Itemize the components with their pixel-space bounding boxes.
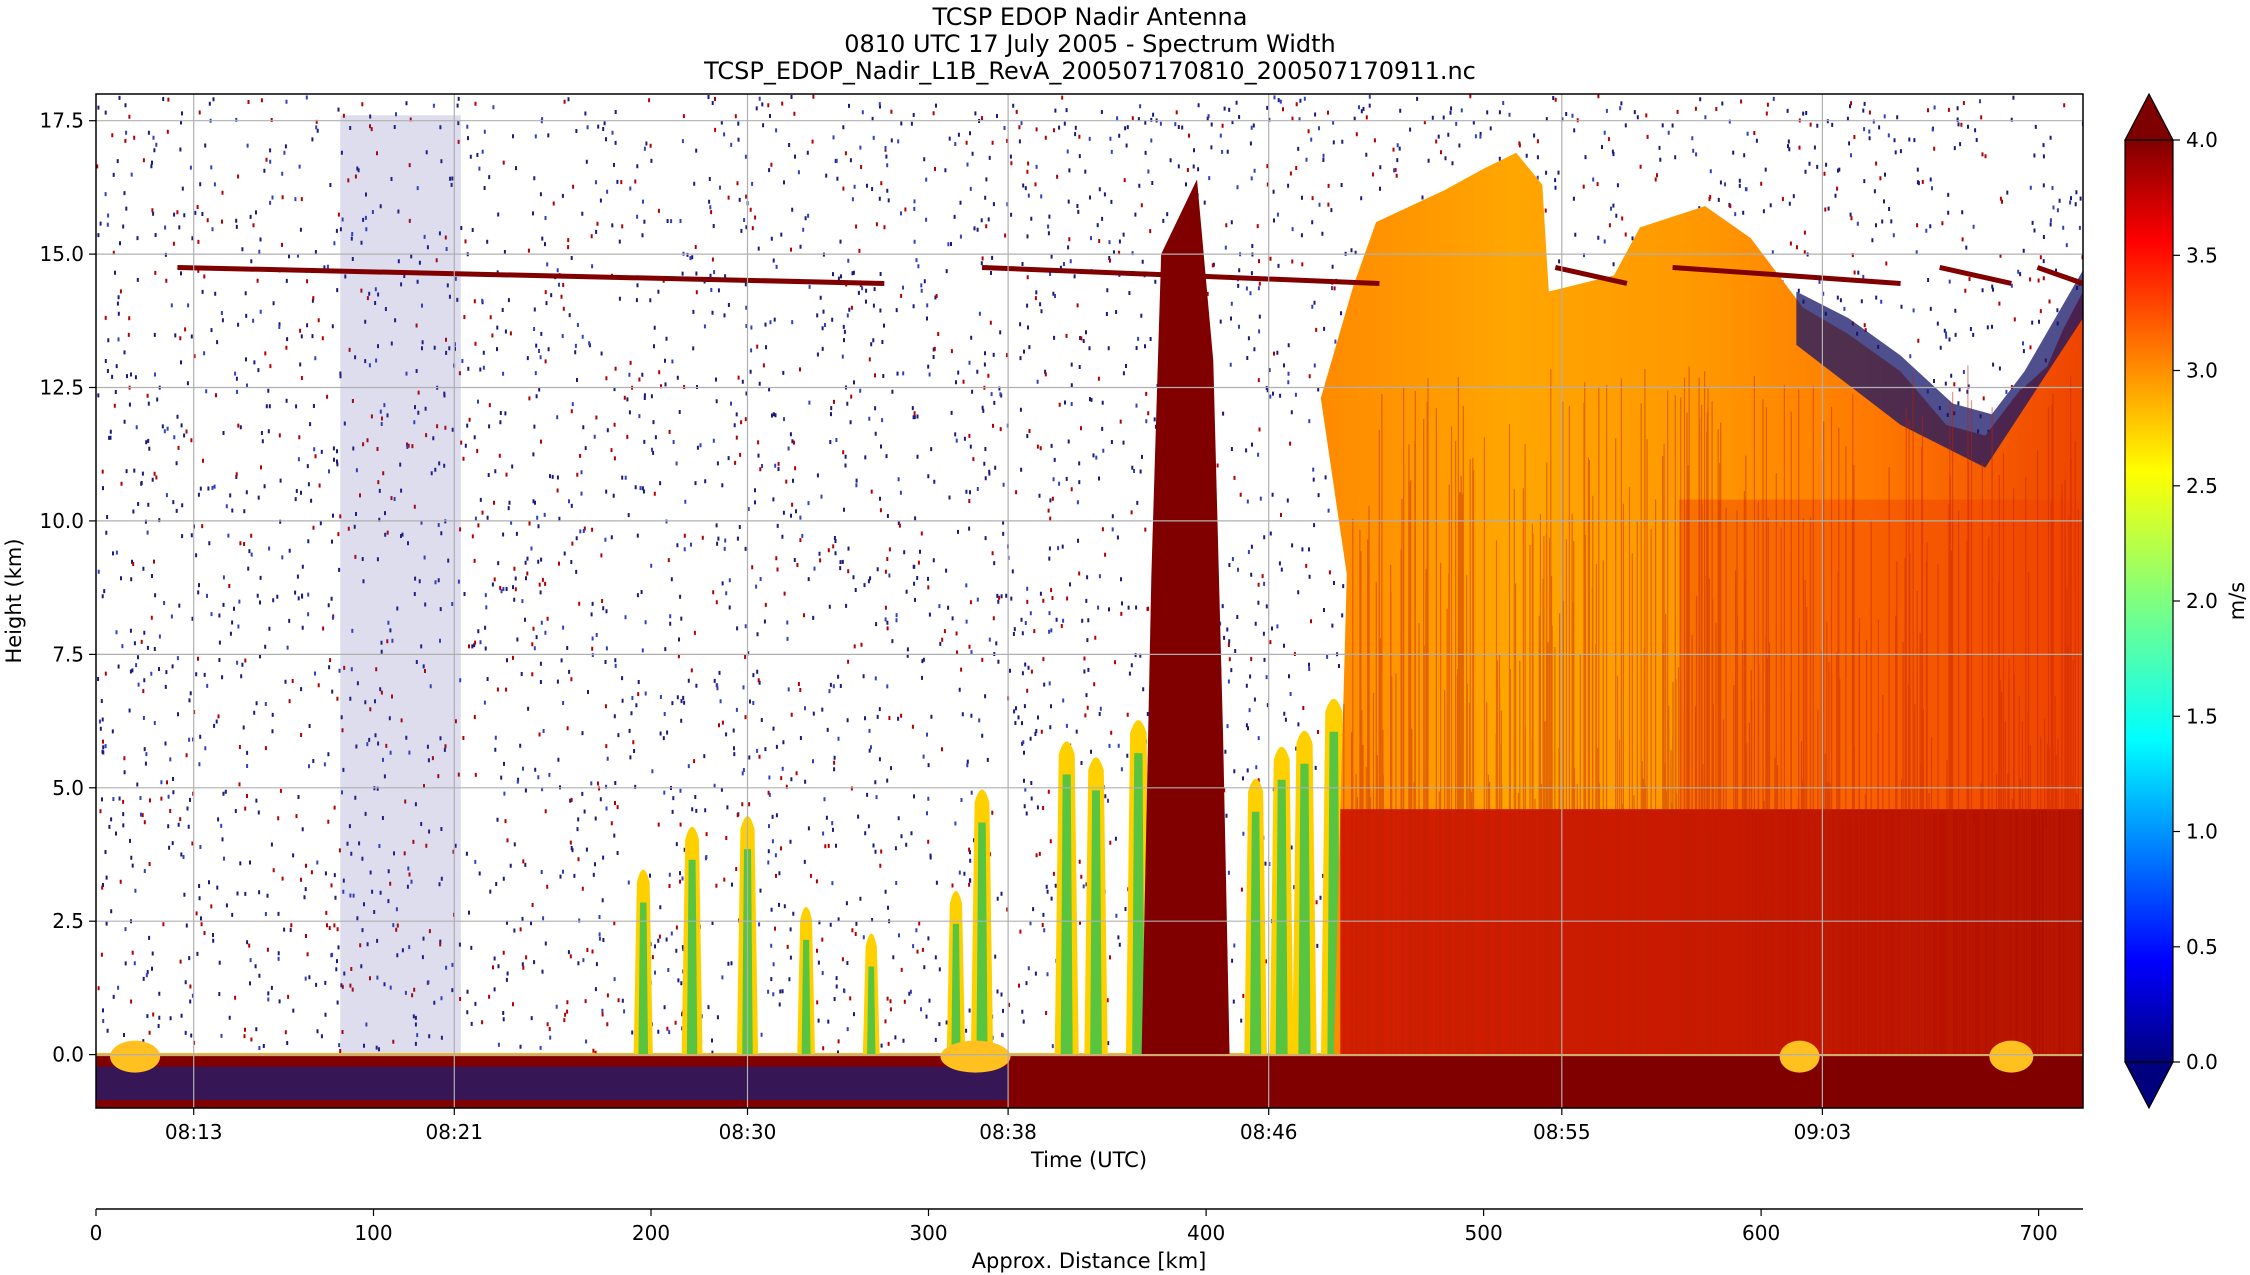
colorbar-extend-bottom — [2124, 1061, 2174, 1110]
convective-tower-core — [638, 902, 649, 1055]
distance-tick-label: 400 — [1187, 1221, 1225, 1245]
convective-tower-core — [1249, 811, 1262, 1055]
surface-bright-spot — [110, 1040, 161, 1073]
y-tick-label: 10.0 — [39, 509, 84, 533]
colorbar-extend-top — [2124, 92, 2174, 141]
colorbar-tick-label: 1.0 — [2186, 820, 2218, 844]
surface-bright-spot — [1989, 1040, 2034, 1073]
intense-core — [1141, 179, 1230, 1055]
chart-title-line-2: 0810 UTC 17 July 2005 - Spectrum Width — [844, 30, 1336, 58]
convective-tower-core — [1132, 753, 1145, 1055]
colorbar-gradient — [2125, 140, 2173, 1062]
plot-area — [96, 94, 2083, 1108]
y-tick-label: 2.5 — [52, 909, 84, 933]
y-tick-label: 17.5 — [39, 109, 84, 133]
distance-axis: 0 100 200 300 400 500 600 700 Approx. Distance … — [90, 1208, 2083, 1273]
convective-tower-core — [867, 966, 876, 1055]
colorbar-label: m/s — [2225, 582, 2249, 620]
distance-axis-ticks: 0 100 200 300 400 500 600 700 — [90, 1209, 2058, 1245]
convective-tower-core — [951, 923, 961, 1055]
y-tick-label: 7.5 — [52, 642, 84, 666]
distance-tick-label: 300 — [909, 1221, 947, 1245]
noise-band — [340, 115, 461, 1055]
convective-tower-core — [1090, 790, 1102, 1055]
x-tick-label: 08:13 — [165, 1120, 223, 1144]
distance-axis-label: Approx. Distance [km] — [972, 1249, 1207, 1273]
convective-tower-core — [1275, 779, 1288, 1055]
colorbar-tick-label: 3.0 — [2186, 359, 2218, 383]
distance-tick-label: 100 — [354, 1221, 392, 1245]
distance-tick-label: 700 — [2020, 1221, 2058, 1245]
x-tick-label: 08:21 — [425, 1120, 483, 1144]
convective-tower-core — [686, 859, 698, 1055]
aircraft-altitude-line — [1554, 265, 1628, 286]
colorbar: 0.0 0.5 1.0 1.5 2.0 2.5 3.0 3.5 4.0 m/s — [2124, 92, 2249, 1110]
chart-title: TCSP EDOP Nadir Antenna 0810 UTC 17 July… — [703, 3, 1476, 85]
anvil-edge-noise — [1796, 270, 2083, 468]
aircraft-altitude-line — [177, 264, 885, 286]
distance-tick-label: 0 — [90, 1221, 103, 1245]
colorbar-tick-label: 4.0 — [2186, 128, 2218, 152]
aircraft-altitude-line — [2036, 265, 2083, 286]
convective-tower-core — [976, 822, 988, 1055]
chart-title-line-3: TCSP_EDOP_Nadir_L1B_RevA_200507170810_20… — [703, 57, 1476, 85]
surface-clutter-dark — [96, 1066, 1009, 1100]
x-tick-label: 08:30 — [719, 1120, 777, 1144]
rain-layer — [1340, 809, 2083, 1055]
x-tick-label: 09:03 — [1794, 1120, 1852, 1144]
fallstreaks — [1343, 365, 2079, 1055]
y-tick-label: 0.0 — [52, 1043, 84, 1067]
x-tick-label: 08:46 — [1240, 1120, 1298, 1144]
aircraft-altitude-line — [1939, 265, 2012, 286]
colorbar-tick-label: 2.0 — [2186, 589, 2218, 613]
distance-tick-label: 600 — [1742, 1221, 1780, 1245]
convective-tower-core — [1060, 774, 1073, 1055]
grid-lines — [96, 94, 2083, 1108]
y-tick-label: 12.5 — [39, 376, 84, 400]
surface-bright-spot — [1779, 1040, 1820, 1073]
colorbar-tick-label: 0.0 — [2186, 1050, 2218, 1074]
aircraft-altitude-line — [981, 264, 1380, 286]
x-axis-label: Time (UTC) — [1030, 1148, 1147, 1172]
plot-frame — [95, 93, 2084, 1109]
surface-bright-spot — [940, 1040, 1011, 1073]
y-tick-label: 5.0 — [52, 776, 84, 800]
x-axis: 08:13 08:21 08:30 08:38 08:46 08:55 09:03 — [165, 1108, 1851, 1144]
distance-tick-label: 500 — [1465, 1221, 1503, 1245]
x-tick-label: 08:38 — [979, 1120, 1037, 1144]
colorbar-tick-label: 3.5 — [2186, 243, 2218, 267]
y-tick-label: 15.0 — [39, 242, 84, 266]
colorbar-tick-label: 2.5 — [2186, 474, 2218, 498]
colorbar-tick-label: 0.5 — [2186, 935, 2218, 959]
colorbar-tick-label: 1.5 — [2186, 704, 2218, 728]
distance-tick-label: 200 — [632, 1221, 670, 1245]
convective-tower-core — [1298, 763, 1311, 1055]
x-tick-label: 08:55 — [1533, 1120, 1591, 1144]
aircraft-altitude-line — [1672, 264, 1901, 286]
chart-title-line-1: TCSP EDOP Nadir Antenna — [932, 3, 1248, 31]
y-axis-label: Height (km) — [2, 538, 26, 663]
convective-tower-core — [801, 939, 811, 1055]
colorbar-ticks: 0.0 0.5 1.0 1.5 2.0 2.5 3.0 3.5 4.0 — [2173, 128, 2218, 1074]
y-axis: 0.0 2.5 5.0 7.5 10.0 12.5 15.0 17.5 — [39, 109, 96, 1067]
